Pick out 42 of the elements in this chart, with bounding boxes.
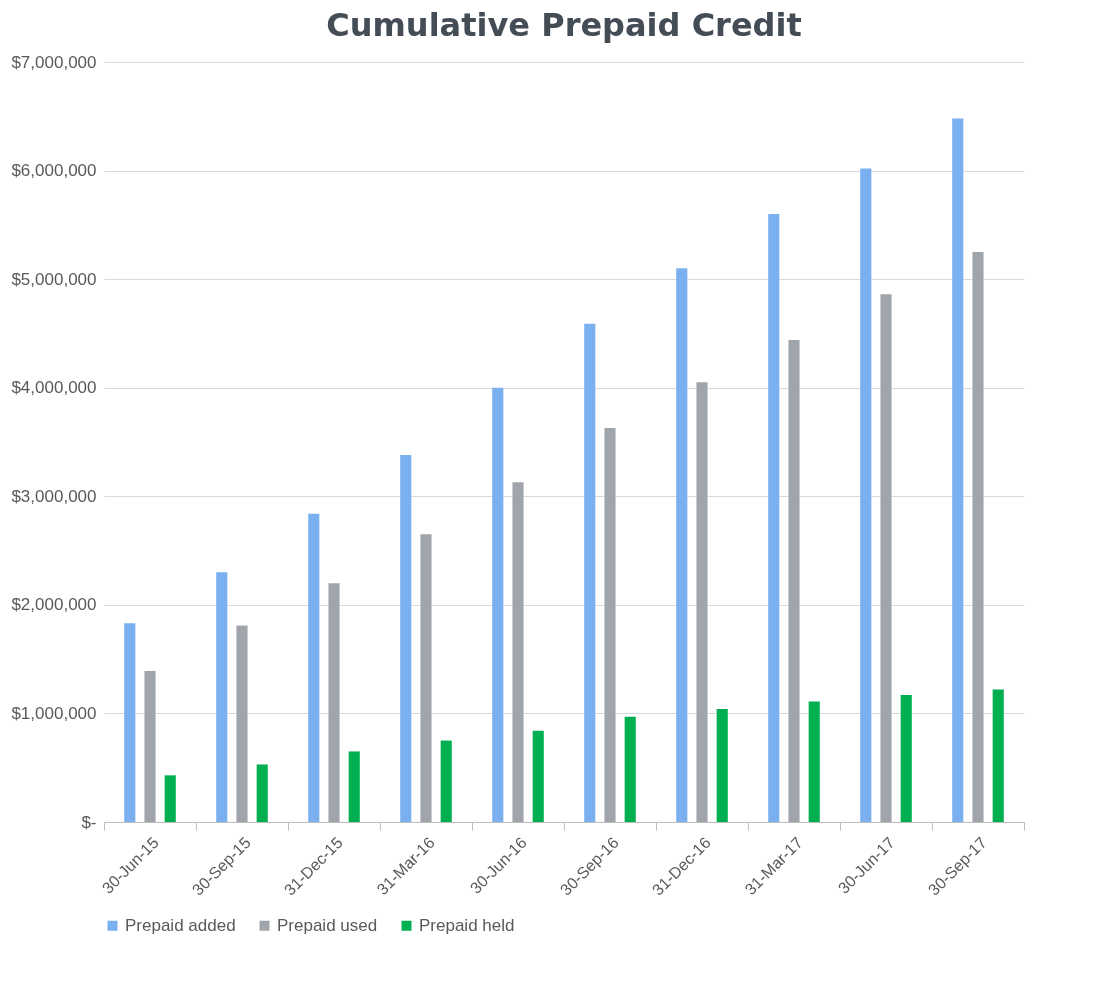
bar (348, 751, 360, 822)
bar (124, 623, 136, 822)
bar (492, 387, 504, 822)
bar (440, 740, 452, 822)
bar (992, 689, 1004, 822)
y-tick-label: $1,000,000 (11, 703, 97, 723)
bar (624, 716, 636, 822)
y-tick-label: $5,000,000 (11, 269, 97, 289)
bar (420, 534, 432, 822)
bar (860, 168, 872, 822)
y-tick-label: $6,000,000 (11, 161, 97, 181)
bar (532, 730, 544, 822)
bar (972, 252, 984, 822)
bar (400, 455, 412, 822)
bar (164, 775, 176, 822)
bar (308, 513, 320, 822)
legend-label: Prepaid used (277, 915, 378, 935)
bar (144, 671, 156, 822)
bar (788, 339, 800, 822)
bar (512, 482, 524, 822)
bar (952, 118, 964, 822)
y-tick-label: $- (81, 812, 97, 832)
bar (900, 694, 912, 822)
bar (236, 625, 248, 822)
bar (768, 214, 780, 822)
y-tick-label: $7,000,000 (11, 52, 97, 72)
bar (604, 427, 616, 822)
bar (256, 764, 268, 822)
bar (216, 572, 228, 822)
bar (676, 268, 688, 822)
y-tick-label: $3,000,000 (11, 486, 97, 506)
legend-label: Prepaid held (419, 915, 515, 935)
y-tick-label: $2,000,000 (11, 595, 97, 615)
bar (880, 294, 892, 822)
bar (584, 323, 596, 822)
bar (328, 583, 340, 822)
chart-title: Cumulative Prepaid Credit (326, 6, 802, 44)
y-tick-label: $4,000,000 (11, 378, 97, 398)
bar (696, 382, 708, 822)
legend-label: Prepaid added (125, 915, 236, 935)
bar (716, 709, 728, 822)
bar (808, 701, 820, 822)
